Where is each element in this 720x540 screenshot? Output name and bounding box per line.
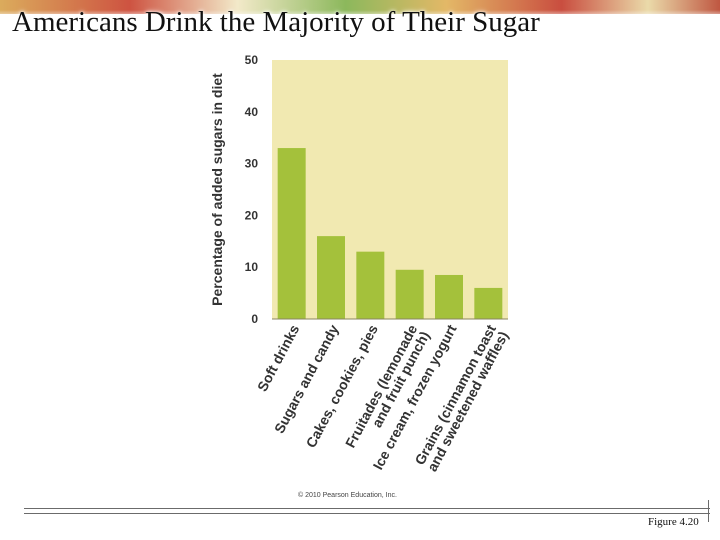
copyright-notice: © 2010 Pearson Education, Inc. — [298, 492, 397, 499]
bar — [317, 236, 345, 319]
bar — [356, 251, 385, 319]
y-tick-label: 50 — [245, 53, 259, 67]
y-tick-label: 40 — [245, 105, 259, 119]
bar — [277, 148, 306, 319]
footer-rule-top — [24, 508, 710, 509]
decorative-top-band-fade — [0, 10, 720, 20]
y-axis-title: Percentage of added sugars in diet — [209, 73, 225, 306]
y-tick-label: 30 — [245, 157, 259, 171]
x-category-label-line: Fruitades (lemonade — [342, 322, 421, 451]
footer-vertical-tick — [708, 500, 709, 522]
x-category-label-line: Cakes, cookies, pies — [303, 322, 382, 451]
plot-background — [272, 60, 508, 319]
y-tick-label: 10 — [245, 260, 259, 274]
x-category-label: Cakes, cookies, pies — [303, 322, 382, 451]
slide-title: Americans Drink the Majority of Their Su… — [12, 6, 540, 38]
footer-rule-bottom — [24, 513, 710, 514]
y-tick-label: 0 — [251, 312, 258, 326]
bar — [395, 269, 424, 319]
bar — [435, 274, 463, 319]
bar — [474, 287, 503, 319]
figure-label: Figure 4.20 — [648, 516, 699, 528]
y-axis-ticks: 0 10 20 30 40 50 — [245, 53, 259, 326]
y-tick-label: 20 — [245, 208, 259, 222]
bars-group — [277, 148, 503, 319]
